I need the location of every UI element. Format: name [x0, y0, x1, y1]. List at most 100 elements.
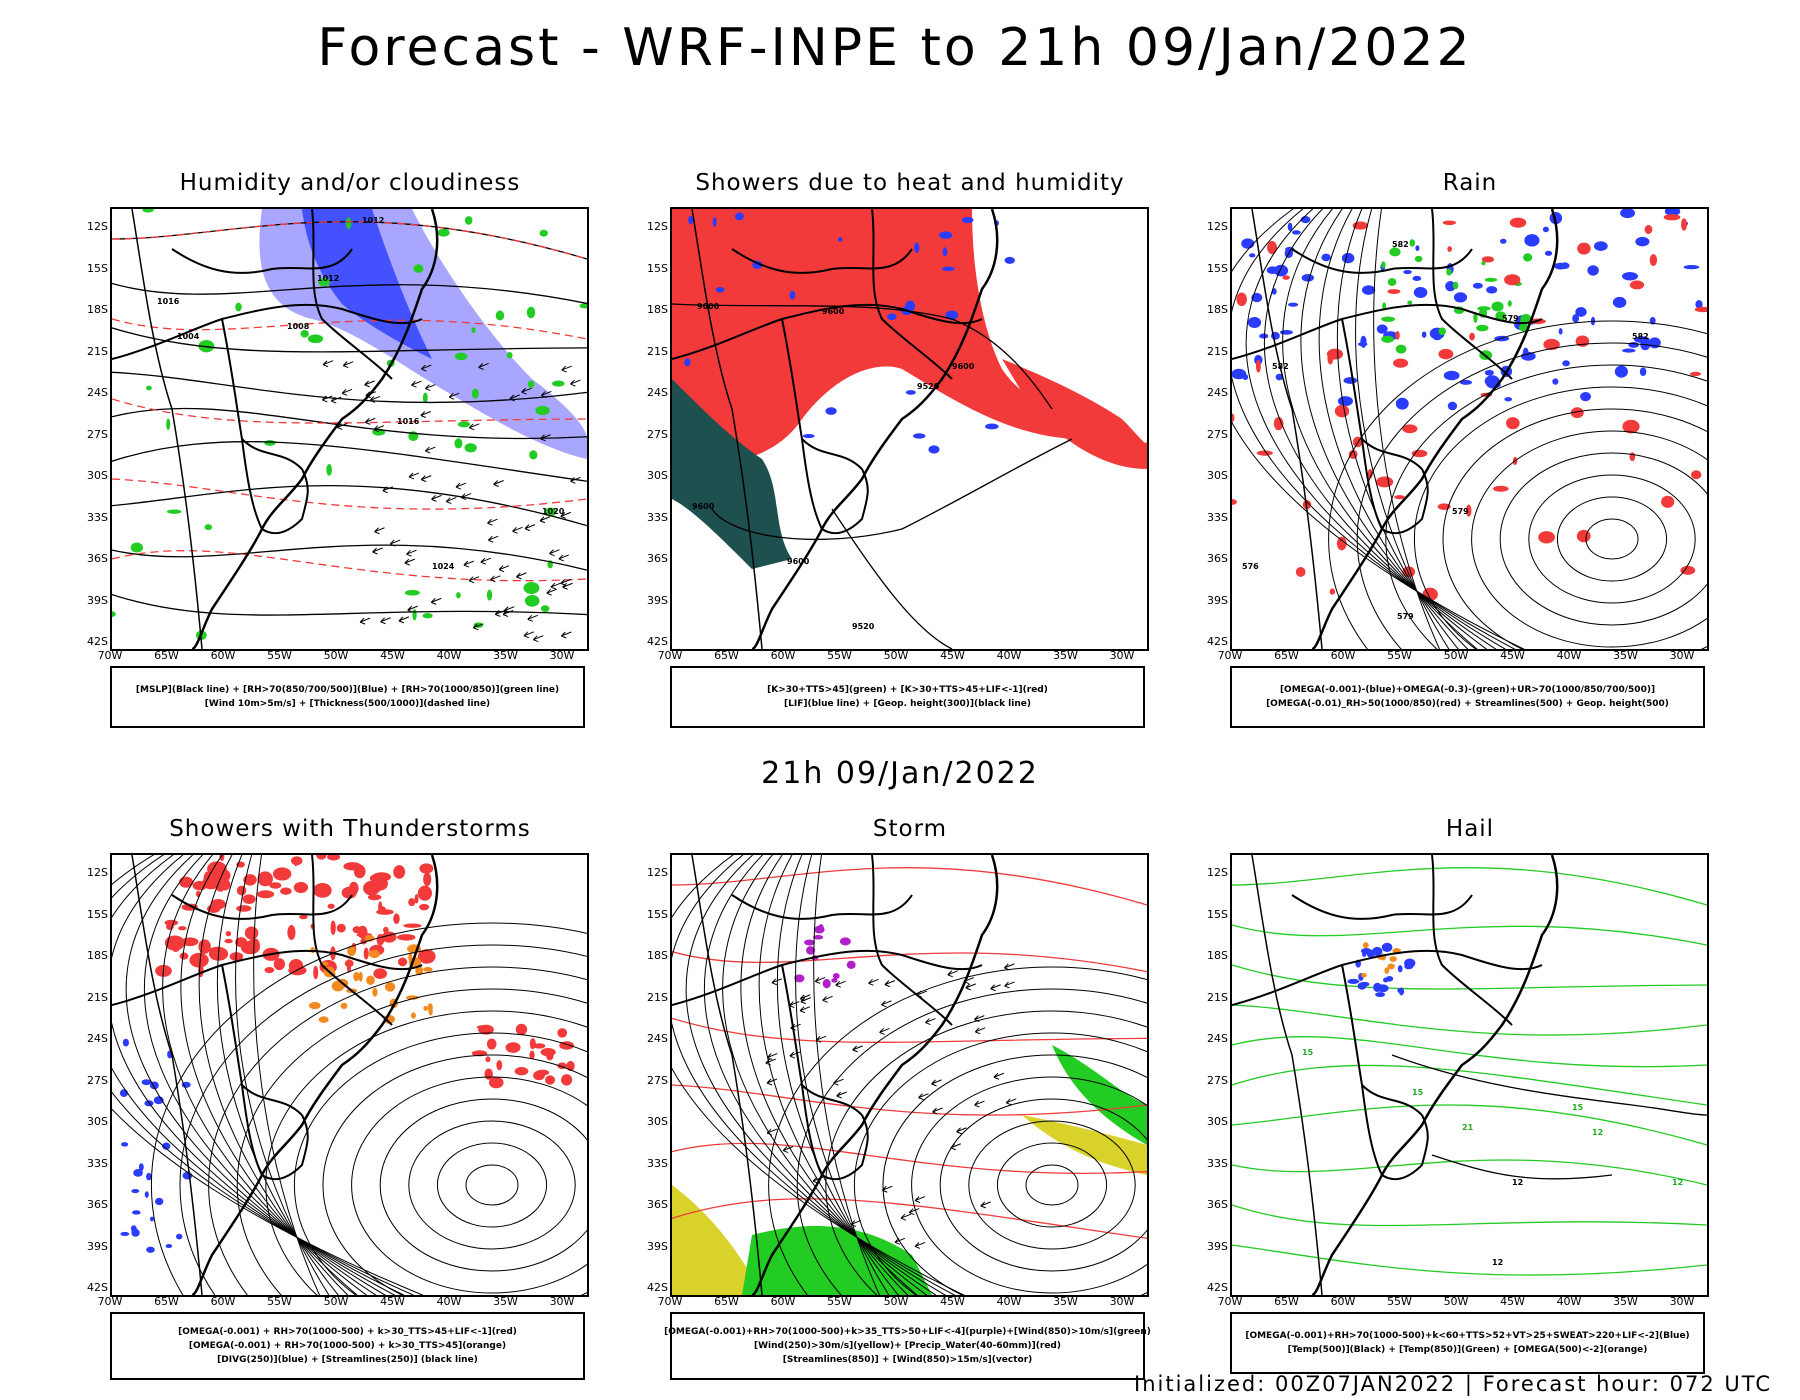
lat-axis: 12S 15S 18S 21S 24S 27S 30S 33S 36S 39S 42S: [632, 853, 670, 1294]
storm-area: [832, 973, 840, 980]
hail-area: [1375, 992, 1386, 998]
lon-tick-label: 65W: [714, 1295, 739, 1308]
lat-tick-label: 15S: [647, 261, 668, 275]
lat-tick-label: 27S: [1207, 1073, 1228, 1087]
lon-tick-label: 45W: [380, 649, 405, 662]
rh-low-contour: [235, 302, 242, 312]
thunderstorm-area: [264, 967, 275, 974]
thunderstorm-area: [341, 886, 357, 899]
panel-legend: [OMEGA(-0.001)-(blue)+OMEGA(-0.3)-(green…: [1230, 666, 1705, 728]
wind-vector: [341, 388, 353, 396]
omega-area: [1362, 942, 1369, 949]
panel-legend: [MSLP](Black line) + [RH>70(850/700/500)…: [110, 666, 585, 728]
map-thunderstorms[interactable]: [110, 853, 589, 1297]
omega-area: [1484, 369, 1494, 376]
temp-500-contour: [1391, 1054, 1707, 1116]
lat-tick-label: 36S: [1207, 1198, 1228, 1211]
omega-area: [1232, 368, 1247, 380]
thunderstorm-area: [363, 947, 369, 960]
omega-strong-area: [1407, 300, 1413, 305]
rh-low-contour: [456, 592, 461, 599]
panel-legend: [OMEGA(-0.001)+RH>70(1000-500)+k<60+TTS>…: [1230, 1312, 1705, 1374]
rh-low-contour: [495, 310, 505, 321]
border-line: [1251, 855, 1323, 1295]
omega-area: [1413, 287, 1428, 298]
main-title: Forecast - WRF-INPE to 21h 09/Jan/2022: [317, 18, 1473, 78]
omega-area: [1384, 967, 1390, 974]
omega-area: [1622, 348, 1636, 353]
temp-850-contour: [1232, 1064, 1707, 1106]
contour-label: 21: [1462, 1123, 1474, 1132]
streamline: [179, 944, 587, 1295]
map-rain[interactable]: 582 582 579 579 576 579 582: [1230, 207, 1709, 651]
lif-line: [941, 266, 955, 272]
storm-area: [806, 946, 816, 955]
lon-tick-label: 60W: [770, 1295, 796, 1308]
contour-label: 579: [1397, 612, 1414, 621]
rain-area: [1402, 424, 1418, 434]
omega-strong-area: [1382, 302, 1387, 310]
streamline: [996, 1142, 1108, 1228]
wind-vector: [956, 1127, 967, 1135]
divergence-contour: [133, 1169, 143, 1177]
divergence-contour: [146, 1172, 152, 1181]
lif-line: [789, 290, 796, 300]
thunderstorm-area: [367, 894, 382, 901]
instability-area: [423, 967, 433, 972]
lif-line: [905, 300, 916, 312]
lon-tick-label: 30W: [1109, 649, 1135, 662]
wind-vector: [420, 411, 431, 418]
rh-low-contour: [326, 464, 332, 476]
border-line: [171, 894, 353, 920]
map-hail[interactable]: 15 15 15 21 12 12 12 12: [1230, 853, 1709, 1297]
thunderstorm-area: [545, 1075, 556, 1085]
thunderstorm-area: [211, 868, 231, 883]
thickness-line: [112, 318, 587, 340]
temp-850-contour: [1232, 1004, 1707, 1036]
lat-tick-label: 42S: [87, 1281, 108, 1294]
legend-line: [OMEGA(-0.001)+RH>70(1000-500)+k>35_TTS>…: [664, 1327, 1151, 1337]
wind-vector: [480, 557, 491, 565]
omega-area: [1321, 253, 1331, 262]
wind-vector: [463, 560, 475, 568]
thunderstorm-area: [408, 898, 416, 907]
rain-area: [1273, 417, 1284, 431]
rain-area: [1629, 280, 1645, 290]
streamline: [1528, 474, 1696, 604]
map-humidity[interactable]: 1012 1012 1016 1008 1004 1024 1020 1016: [110, 207, 589, 651]
lat-tick-label: 12S: [1207, 220, 1228, 233]
lon-tick-label: 70W: [657, 649, 683, 662]
precip-water-contour: [672, 1084, 1147, 1116]
border-line: [1232, 949, 1543, 1006]
map-storm[interactable]: [670, 853, 1149, 1297]
wind-vector: [408, 472, 420, 480]
instability-area: [353, 971, 360, 982]
lif-line: [715, 286, 725, 293]
lat-tick-label: 21S: [87, 990, 108, 1004]
lon-tick-label: 45W: [940, 1295, 965, 1308]
rain-area: [1570, 407, 1584, 419]
border-line: [1232, 303, 1543, 360]
lon-tick-label: 55W: [267, 1295, 292, 1308]
wind-vector: [560, 631, 572, 639]
contour-label: 12: [1512, 1178, 1523, 1187]
rain-area: [1329, 588, 1336, 595]
omega-area: [1421, 331, 1427, 338]
thunderstorm-area: [236, 905, 252, 912]
wind-vector: [788, 1001, 800, 1009]
wind-vector: [336, 422, 348, 430]
omega-area: [1273, 264, 1289, 277]
map-showers-heat[interactable]: 9600 9600 9520 9600 9600 9520 9600: [670, 207, 1149, 651]
thunderstorm-area: [505, 1042, 521, 1053]
panel-rain: Rain 12S 15S 18S 21S 24S 27S 30S 33S 36S 39S 42S 5…: [1190, 170, 1750, 730]
omega-strong-area: [1438, 327, 1447, 336]
instability-area: [423, 1005, 428, 1011]
omega-area: [1560, 262, 1570, 270]
omega-strong-area: [1473, 312, 1478, 323]
storm-area: [839, 937, 851, 946]
border-line: [1251, 209, 1323, 649]
lon-tick-label: 45W: [1500, 1295, 1525, 1308]
streamline: [208, 966, 587, 1295]
omega-area: [1593, 241, 1608, 251]
instability-area: [321, 961, 329, 966]
